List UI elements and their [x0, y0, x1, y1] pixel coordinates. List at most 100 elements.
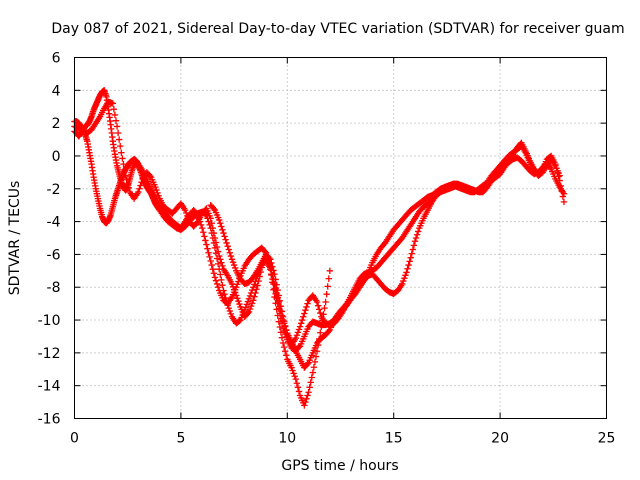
data-point: [293, 332, 301, 339]
data-point: [207, 257, 214, 265]
data-point: [276, 297, 284, 304]
data-point: [109, 100, 117, 107]
data-point: [226, 307, 234, 315]
data-point: [198, 224, 206, 232]
data-point: [112, 117, 120, 124]
data-point: [277, 302, 285, 310]
data-point: [555, 173, 562, 180]
data-point: [273, 281, 280, 288]
data-point: [209, 265, 217, 273]
data-point: [308, 374, 315, 381]
data-point: [206, 253, 213, 261]
data-point: [283, 327, 290, 334]
data-point: [254, 282, 261, 289]
data-point: [207, 215, 214, 222]
data-point: [155, 192, 162, 199]
data-point: [123, 176, 130, 183]
data-point: [246, 305, 254, 313]
data-point: [248, 300, 256, 307]
data-point: [135, 188, 142, 196]
data-point: [309, 369, 317, 376]
data-point: [278, 308, 286, 315]
data-point: [244, 309, 252, 317]
data-point: [203, 241, 210, 248]
data-point: [185, 215, 192, 222]
data-point: [402, 272, 409, 279]
data-point: [270, 267, 277, 274]
data-point: [295, 343, 303, 351]
data-point: [214, 260, 222, 268]
data-point: [234, 295, 241, 302]
data-point: [271, 285, 278, 293]
y-tick-label: -4: [47, 215, 61, 231]
data-point: [217, 271, 224, 278]
data-point: [111, 111, 119, 119]
data-point: [229, 283, 237, 291]
data-point: [244, 298, 252, 305]
data-point: [255, 277, 262, 285]
data-point: [280, 343, 288, 351]
data-point: [293, 380, 301, 387]
data-point: [246, 292, 254, 300]
y-tick-label: -6: [47, 247, 61, 263]
y-tick-label: -14: [38, 379, 61, 395]
data-point: [409, 246, 417, 253]
data-point: [269, 263, 276, 270]
data-point: [266, 254, 273, 262]
data-point: [295, 326, 303, 333]
data-point: [317, 329, 324, 336]
data-point: [214, 284, 222, 291]
data-point: [230, 286, 238, 293]
data-point: [252, 289, 259, 297]
data-point: [113, 123, 121, 130]
data-point: [226, 249, 234, 256]
data-point: [300, 313, 307, 320]
data-point: [557, 182, 564, 190]
data-point: [314, 302, 322, 309]
data-point: [283, 352, 290, 359]
data-point: [400, 277, 407, 285]
data-point: [120, 160, 127, 168]
data-point: [223, 239, 230, 247]
data-point: [218, 276, 225, 284]
data-point: [229, 259, 237, 266]
data-point: [403, 269, 410, 276]
data-point: [235, 297, 242, 305]
data-point: [119, 155, 126, 162]
data-point: [117, 142, 124, 150]
data-point: [224, 243, 231, 250]
grid-lines: [74, 57, 607, 419]
data-point: [212, 277, 220, 284]
data-point: [122, 172, 129, 179]
data-point: [225, 246, 232, 253]
data-point: [554, 169, 561, 176]
data-point: [202, 237, 209, 244]
data-point: [325, 275, 332, 282]
data-point: [214, 248, 222, 255]
data-point: [146, 172, 154, 180]
data-point: [256, 273, 263, 280]
data-point: [118, 149, 125, 156]
data-point: [323, 291, 330, 298]
data-point: [272, 276, 279, 283]
data-point: [306, 384, 313, 391]
data-point: [181, 206, 189, 214]
y-tick-label: 0: [52, 149, 61, 165]
data-point: [290, 370, 297, 377]
data-point: [278, 334, 286, 341]
data-point: [152, 183, 159, 191]
data-point: [307, 379, 314, 386]
data-point: [233, 292, 240, 299]
data-point: [251, 293, 258, 300]
data-point: [316, 306, 323, 313]
data-point: [311, 358, 319, 366]
data-point: [204, 245, 211, 252]
data-point: [222, 236, 229, 243]
data-marks: [71, 87, 568, 409]
data-point: [553, 165, 560, 172]
series-4: [207, 142, 568, 348]
chart-title: Day 087 of 2021, Sidereal Day-to-day VTE…: [51, 21, 624, 37]
x-tick-label: 10: [278, 431, 296, 447]
data-point: [245, 308, 253, 316]
